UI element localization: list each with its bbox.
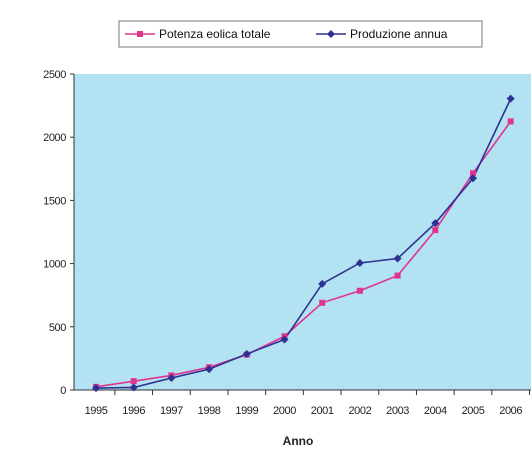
x-tick-label: 2002 <box>348 405 371 417</box>
y-tick-label: 1000 <box>43 259 66 271</box>
x-tick-label: 2006 <box>499 405 522 417</box>
point-produzione <box>469 174 477 183</box>
series-line-potenza <box>95 120 512 388</box>
point-produzione <box>393 254 402 263</box>
point-produzione <box>318 279 327 288</box>
point-potenza <box>470 170 476 177</box>
point-produzione <box>280 335 289 344</box>
x-tick-label: 2004 <box>424 405 447 417</box>
y-tick-label: 2000 <box>43 132 66 144</box>
y-tick-label: 1500 <box>43 195 66 207</box>
point-produzione <box>431 219 440 228</box>
point-potenza <box>507 118 514 125</box>
x-tick-label: 1996 <box>122 405 145 417</box>
y-tick-label: 2500 <box>43 69 66 81</box>
x-tick-label: 2003 <box>386 405 409 417</box>
legend-label-potenza: Potenza eolica totale <box>159 27 271 41</box>
x-axis-title: Anno <box>283 434 314 448</box>
point-produzione <box>242 349 251 358</box>
x-tick-label: 1995 <box>85 405 108 417</box>
legend-marker-potenza <box>137 31 143 37</box>
legend-marker-produzione <box>327 30 335 38</box>
point-potenza <box>356 287 363 294</box>
x-tick-label: 2001 <box>311 405 334 417</box>
x-tick-label: 2000 <box>273 405 296 417</box>
legend-label-produzione: Produzione annua <box>350 27 448 41</box>
point-produzione <box>129 383 138 392</box>
y-tick-label: 500 <box>49 322 66 334</box>
point-potenza <box>130 378 137 385</box>
x-tick-label: 1997 <box>160 405 183 417</box>
x-tick-label: 2005 <box>462 405 485 417</box>
x-axis-ticks: 1995 1996 1997 1998 1999 2000 2001 2002 2003 2004… <box>85 390 531 417</box>
y-tick-label: 0 <box>60 385 66 397</box>
point-potenza <box>394 272 401 279</box>
point-potenza <box>432 227 439 234</box>
series-line-produzione <box>95 98 512 389</box>
point-produzione <box>205 365 214 374</box>
y-axis-ticks: 0 500 1000 1500 2000 2500 <box>43 69 74 397</box>
series-layer <box>92 94 515 393</box>
legend-box <box>118 20 483 48</box>
legend: Potenza eolica totale Produzione annua <box>118 20 483 48</box>
point-potenza <box>319 299 326 306</box>
plot-area <box>74 74 531 390</box>
x-tick-label: 1999 <box>235 405 258 417</box>
point-produzione <box>167 373 176 382</box>
point-produzione <box>92 384 100 393</box>
point-produzione <box>506 94 515 103</box>
x-tick-label: 1998 <box>198 405 221 417</box>
point-produzione <box>355 258 364 267</box>
